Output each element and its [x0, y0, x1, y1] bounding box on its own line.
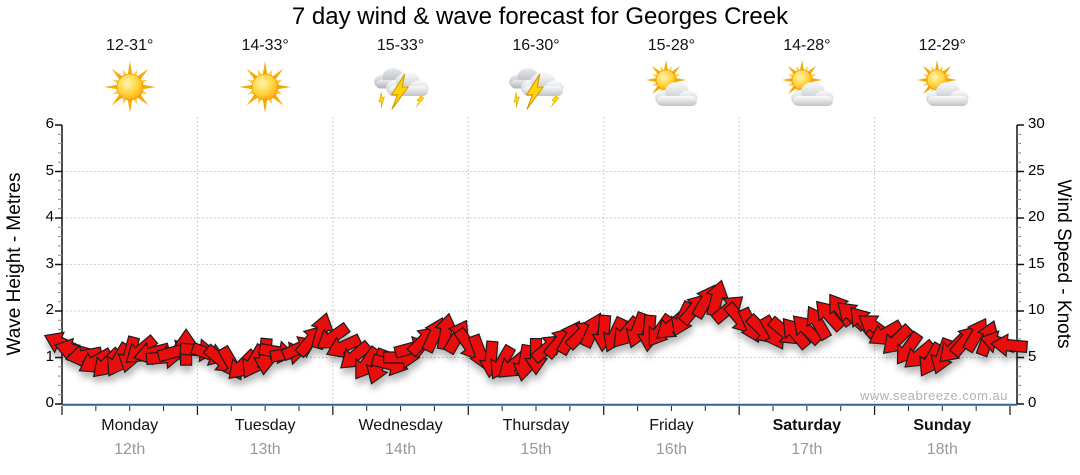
wave-height-tick-label: 2 — [45, 301, 54, 318]
x-axis-date-label: 14th — [384, 441, 417, 458]
temp-range-label: 12-29° — [918, 37, 966, 54]
partly-cloudy-icon — [779, 59, 835, 115]
x-axis-date-label: 17th — [791, 441, 823, 458]
wave-height-tick-label: 1 — [45, 347, 54, 365]
day-column-tuesday: 14-33° — [197, 36, 332, 124]
temp-range-label: 12-31° — [106, 37, 154, 54]
x-axis-day-label: Saturday — [772, 417, 842, 434]
wind-speed-tick-label: 25 — [1028, 161, 1045, 179]
day-column-saturday: 14-28° — [739, 36, 874, 124]
wind-speed-tick-label: 30 — [1028, 115, 1045, 132]
temp-range-label: 15-28° — [647, 37, 696, 54]
x-axis-day-label: Wednesday — [358, 417, 443, 434]
wave-height-tick-label: 5 — [45, 161, 54, 179]
day-column-sunday: 12-29° — [875, 36, 1010, 124]
day-column-monday: 12-31° — [62, 36, 197, 124]
wind-speed-tick-label: 10 — [1028, 301, 1045, 318]
wind-speed-tick-label: 20 — [1028, 208, 1045, 225]
partly-cloudy-icon — [643, 59, 699, 115]
x-axis-date-label: 12th — [114, 441, 146, 458]
sunny-icon — [102, 59, 158, 115]
x-axis-date-label: 18th — [926, 441, 958, 458]
temp-range-label: 15-33° — [376, 37, 425, 54]
sunny-icon — [237, 59, 293, 115]
wave-height-tick-label: 6 — [45, 115, 54, 132]
temp-range-label: 14-33° — [241, 37, 289, 54]
wave-height-tick-label: 3 — [45, 254, 54, 272]
x-axis-day-label: Friday — [649, 417, 694, 434]
wind-speed-tick-label: 5 — [1028, 347, 1037, 365]
temp-range-label: 16-30° — [512, 37, 560, 54]
x-axis-day-label: Thursday — [502, 417, 570, 434]
wind-speed-tick-label: 0 — [1028, 394, 1037, 411]
storm-icon — [508, 59, 564, 115]
temp-range-label: 14-28° — [783, 37, 831, 54]
day-column-thursday: 16-30° — [468, 36, 603, 124]
x-axis-day-label: Tuesday — [234, 417, 296, 434]
x-axis-date-label: 16th — [655, 441, 687, 458]
x-axis-day-label: Monday — [101, 417, 159, 434]
wave-height-tick-label: 0 — [45, 394, 54, 411]
storm-icon — [373, 59, 429, 115]
day-column-wednesday: 15-33° — [333, 36, 468, 124]
wind-speed-tick-label: 15 — [1028, 254, 1045, 272]
wave-height-tick-label: 4 — [45, 208, 54, 225]
partly-cloudy-icon — [914, 59, 970, 115]
watermark: www.seabreeze.com.au — [859, 388, 1008, 403]
x-axis-day-label: Sunday — [913, 417, 972, 434]
x-axis-date-label: 15th — [520, 441, 552, 458]
x-axis-date-label: 13th — [249, 441, 281, 458]
day-column-friday: 15-28° — [604, 36, 739, 124]
page-title: 7 day wind & wave forecast for Georges C… — [291, 3, 789, 30]
